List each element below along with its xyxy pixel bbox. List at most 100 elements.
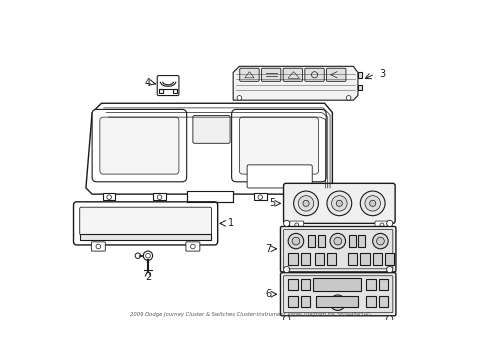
Circle shape <box>369 200 375 206</box>
Circle shape <box>364 195 380 211</box>
Bar <box>372 253 381 265</box>
Bar <box>366 279 375 291</box>
Circle shape <box>326 191 351 216</box>
Circle shape <box>336 200 342 206</box>
Circle shape <box>283 266 289 273</box>
Bar <box>80 234 211 239</box>
Circle shape <box>386 220 392 226</box>
FancyBboxPatch shape <box>91 242 105 251</box>
Bar <box>357 235 364 247</box>
Circle shape <box>379 223 383 227</box>
Bar <box>347 253 356 265</box>
Circle shape <box>386 272 392 278</box>
FancyBboxPatch shape <box>73 202 217 245</box>
FancyBboxPatch shape <box>283 183 394 223</box>
Bar <box>186 191 233 202</box>
Circle shape <box>107 195 111 199</box>
Polygon shape <box>233 66 357 100</box>
Bar <box>287 296 297 306</box>
Circle shape <box>376 237 384 245</box>
FancyBboxPatch shape <box>289 221 303 229</box>
Bar <box>304 193 316 200</box>
Circle shape <box>329 233 345 249</box>
Circle shape <box>145 253 150 258</box>
FancyBboxPatch shape <box>261 68 280 81</box>
Bar <box>159 89 163 93</box>
FancyBboxPatch shape <box>239 117 318 174</box>
Text: 2009 Dodge Journey Cluster & Switches Cluster-Instrument Panel Diagram for 56044: 2009 Dodge Journey Cluster & Switches Cl… <box>129 311 370 316</box>
Circle shape <box>346 95 350 100</box>
Bar <box>357 85 361 90</box>
Circle shape <box>291 237 299 245</box>
Bar <box>317 235 324 247</box>
Bar <box>312 278 360 291</box>
Bar <box>254 193 266 200</box>
Bar <box>378 296 387 306</box>
Circle shape <box>329 295 345 310</box>
Text: 6: 6 <box>264 289 270 299</box>
Circle shape <box>311 72 317 78</box>
Polygon shape <box>244 72 254 78</box>
Bar <box>103 193 115 200</box>
Bar <box>348 235 355 247</box>
Bar <box>314 253 323 265</box>
FancyBboxPatch shape <box>283 276 392 313</box>
Circle shape <box>360 191 384 216</box>
FancyBboxPatch shape <box>92 109 186 182</box>
FancyBboxPatch shape <box>192 116 230 143</box>
Text: 3: 3 <box>378 69 384 79</box>
Bar <box>384 253 393 265</box>
FancyBboxPatch shape <box>280 226 395 272</box>
Circle shape <box>283 316 289 322</box>
Text: 4: 4 <box>144 78 151 88</box>
Circle shape <box>143 251 152 260</box>
FancyBboxPatch shape <box>374 221 388 229</box>
Text: 2: 2 <box>144 272 151 282</box>
Text: 5: 5 <box>268 198 274 208</box>
FancyBboxPatch shape <box>239 68 259 81</box>
Bar <box>153 193 165 200</box>
Polygon shape <box>86 103 332 194</box>
Bar <box>300 279 309 291</box>
FancyBboxPatch shape <box>185 242 200 251</box>
FancyBboxPatch shape <box>283 230 392 269</box>
Bar <box>378 279 387 291</box>
Circle shape <box>386 266 392 273</box>
Circle shape <box>386 316 392 322</box>
Circle shape <box>287 233 303 249</box>
Circle shape <box>308 195 312 199</box>
Bar <box>315 296 357 306</box>
Circle shape <box>283 220 289 226</box>
FancyBboxPatch shape <box>246 165 311 188</box>
Circle shape <box>333 299 341 306</box>
Circle shape <box>331 195 346 211</box>
Bar <box>366 296 375 306</box>
Bar <box>300 253 309 265</box>
Bar <box>300 296 309 306</box>
Bar <box>287 279 297 291</box>
Circle shape <box>302 200 308 206</box>
Circle shape <box>333 237 341 245</box>
Circle shape <box>157 195 162 199</box>
Circle shape <box>294 223 298 227</box>
Text: 7: 7 <box>264 244 271 254</box>
Circle shape <box>293 191 318 216</box>
FancyBboxPatch shape <box>157 76 179 95</box>
Circle shape <box>190 244 195 249</box>
Circle shape <box>237 95 241 100</box>
Circle shape <box>298 195 313 211</box>
Text: 1: 1 <box>227 219 233 228</box>
FancyBboxPatch shape <box>100 117 179 174</box>
FancyBboxPatch shape <box>231 109 325 182</box>
Circle shape <box>372 233 387 249</box>
Bar <box>287 253 297 265</box>
Circle shape <box>258 195 262 199</box>
Circle shape <box>283 272 289 278</box>
Bar <box>357 72 361 78</box>
FancyBboxPatch shape <box>280 273 395 316</box>
Bar <box>308 235 315 247</box>
FancyBboxPatch shape <box>283 68 302 81</box>
FancyBboxPatch shape <box>326 68 345 81</box>
Bar <box>326 253 336 265</box>
Circle shape <box>96 244 101 249</box>
